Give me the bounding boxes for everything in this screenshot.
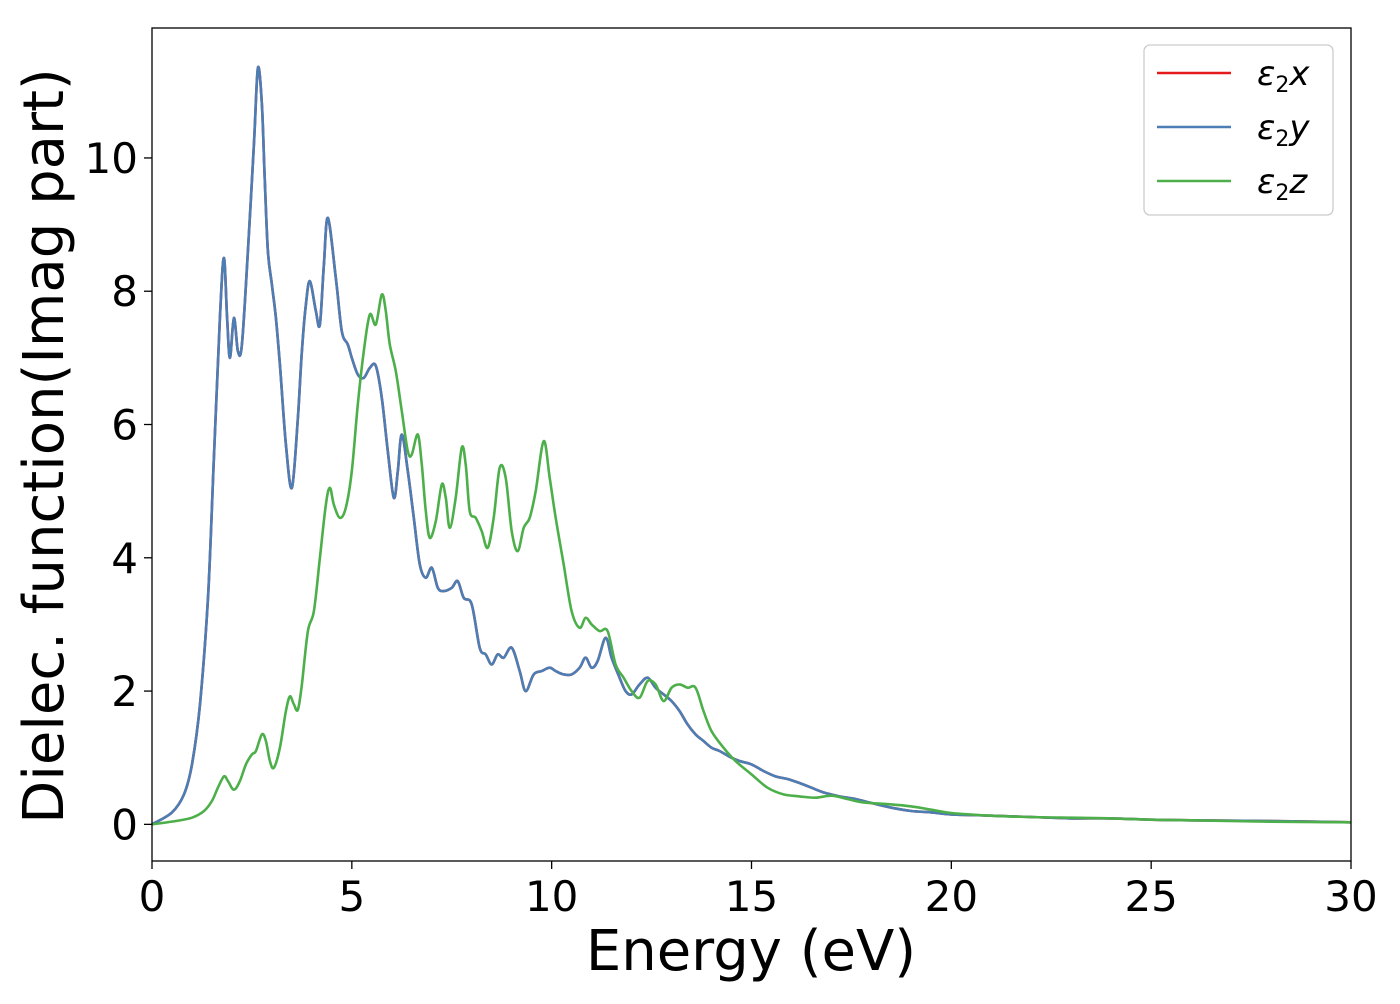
x-axis: 0 5 10 15 20 25 30	[139, 861, 1378, 921]
y-tick-label: 8	[111, 267, 138, 316]
series-layer	[151, 65, 1352, 826]
legend-label: ε2z	[1257, 162, 1308, 206]
x-tick-label: 20	[925, 872, 978, 921]
series-line-2	[151, 293, 1352, 826]
legend-label: ε2x	[1257, 54, 1310, 98]
legend-box	[1143, 44, 1334, 216]
y-axis-title: Dielec. function(Imag part)	[12, 68, 77, 824]
y-tick-label: 6	[111, 401, 138, 450]
y-axis: 0 2 4 6 8 10	[85, 134, 152, 849]
legend-label: ε2y	[1257, 108, 1310, 152]
legend: ε2x ε2y ε2z	[1143, 44, 1334, 216]
x-tick-label: 15	[725, 872, 778, 921]
x-tick-label: 25	[1124, 872, 1177, 921]
y-tick-label: 2	[111, 667, 138, 716]
x-axis-title: Energy (eV)	[586, 919, 916, 984]
y-tick-label: 0	[111, 800, 138, 849]
y-tick-label: 4	[111, 534, 138, 583]
y-tick-label: 10	[85, 134, 138, 183]
x-tick-label: 10	[525, 872, 578, 921]
series-line-1	[151, 65, 1352, 826]
x-tick-label: 5	[338, 872, 365, 921]
x-tick-label: 30	[1324, 872, 1377, 921]
x-tick-label: 0	[139, 872, 166, 921]
